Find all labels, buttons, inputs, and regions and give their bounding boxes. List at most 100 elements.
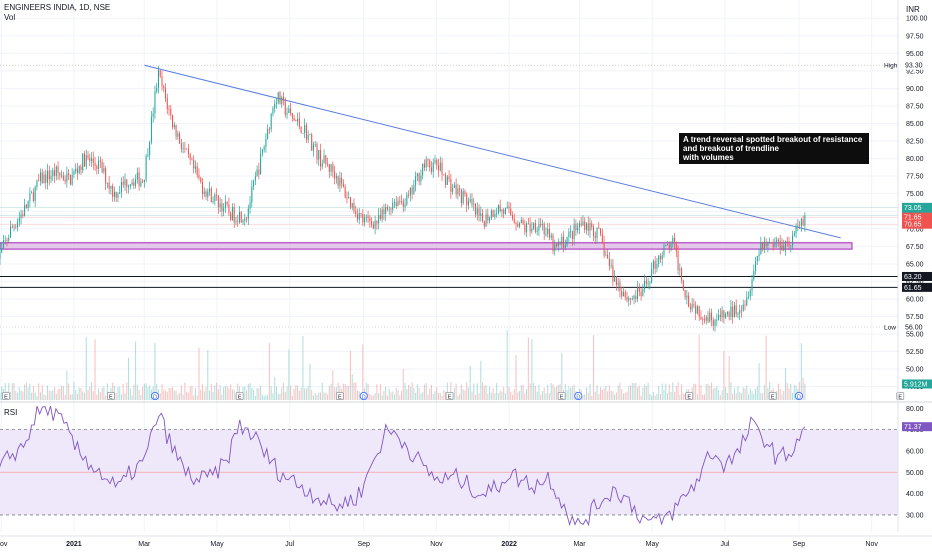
candle-body (72, 175, 73, 185)
volume-bar (248, 384, 249, 400)
price-tag-label: 70.65 (904, 222, 922, 229)
volume-bar (31, 393, 32, 400)
candle-body (440, 163, 441, 171)
price-tag-label: 5.912M (904, 382, 928, 389)
volume-bar (174, 390, 175, 400)
candle-body (498, 205, 499, 213)
volume-bar (804, 384, 805, 400)
candle-body (568, 232, 569, 237)
volume-bar (653, 392, 654, 400)
volume-bar (287, 387, 288, 400)
candle-body (612, 266, 613, 282)
candle-body (611, 266, 612, 267)
candle-body (794, 233, 795, 235)
volume-bar (56, 394, 57, 400)
candle-body (752, 279, 753, 290)
volume-bar (299, 391, 300, 400)
candle-body (262, 150, 263, 154)
volume-bar (390, 392, 391, 400)
volume-bar (464, 390, 465, 400)
earnings-badge-label: E (687, 395, 691, 401)
candle-body (276, 103, 277, 104)
candle-body (746, 297, 747, 305)
earnings-badge-label: E (898, 395, 902, 401)
volume-bar (17, 393, 18, 400)
volume-bar (295, 385, 296, 400)
candle-body (220, 203, 221, 207)
candle-body (360, 213, 361, 214)
volume-bar (154, 343, 155, 400)
volume-bar (401, 391, 402, 400)
volume-bar (709, 386, 710, 400)
candle-body (161, 76, 162, 86)
volume-bar (699, 335, 700, 400)
candle-body (292, 113, 293, 118)
volume-bar (540, 395, 541, 400)
price-tick-label: 85.00 (906, 121, 924, 128)
volume-bar (442, 396, 443, 400)
candle-body (515, 223, 516, 224)
volume-bar (801, 343, 802, 400)
volume-bar (702, 395, 703, 400)
volume-bar (177, 395, 178, 400)
volume-bar (165, 391, 166, 400)
volume-bar (396, 388, 397, 400)
candle-body (741, 310, 742, 311)
candle-body (514, 219, 515, 223)
volume-bar (47, 385, 48, 400)
earnings-badge-label: E (238, 395, 242, 401)
volume-bar (524, 394, 525, 400)
candle-body (73, 171, 74, 175)
candle-body (785, 241, 786, 250)
candle-body (45, 175, 46, 183)
volume-bar (204, 392, 205, 400)
volume-bar (130, 388, 131, 400)
candle-body (739, 310, 740, 314)
candle-body (267, 129, 268, 139)
candle-body (10, 227, 11, 238)
volume-bar (739, 392, 740, 400)
candle-body (346, 198, 347, 199)
volume-bar (762, 393, 763, 400)
candle-body (109, 183, 110, 189)
candle-body (658, 256, 659, 264)
volume-bar (628, 386, 629, 400)
candle-body (387, 207, 388, 209)
volume-bar (493, 388, 494, 400)
candle-body (531, 229, 532, 232)
candle-body (597, 227, 598, 238)
trend-annotation[interactable]: A trend reversal spotted breakout of res… (679, 133, 869, 164)
candle-body (315, 144, 316, 145)
candle-body (517, 224, 518, 227)
candle-body (237, 221, 238, 222)
candle-body (607, 255, 608, 259)
candle-body (373, 225, 374, 229)
candle-body (318, 150, 319, 160)
candle-body (618, 283, 619, 285)
volume-bar (79, 388, 80, 400)
volume-bar (202, 384, 203, 400)
volume-bar (626, 392, 627, 400)
candle-body (554, 244, 555, 251)
volume-bar (198, 348, 199, 400)
candle-body (232, 207, 233, 220)
candle-body (91, 158, 92, 161)
volume-bar (223, 387, 224, 400)
volume-bar (457, 396, 458, 400)
candle-body (427, 159, 428, 160)
volume-bar (179, 393, 180, 400)
volume-bar (14, 383, 15, 400)
x-tick-label: Sep (357, 541, 370, 548)
volume-bar (463, 389, 464, 400)
volume-bar (410, 387, 411, 400)
volume-bar (424, 385, 425, 400)
candle-body (702, 319, 703, 320)
volume-bar (369, 394, 370, 400)
volume-bar (98, 388, 99, 400)
volume-bar (429, 388, 430, 400)
candle-body (442, 163, 443, 175)
volume-bar (124, 393, 125, 400)
volume-bar (169, 388, 170, 400)
